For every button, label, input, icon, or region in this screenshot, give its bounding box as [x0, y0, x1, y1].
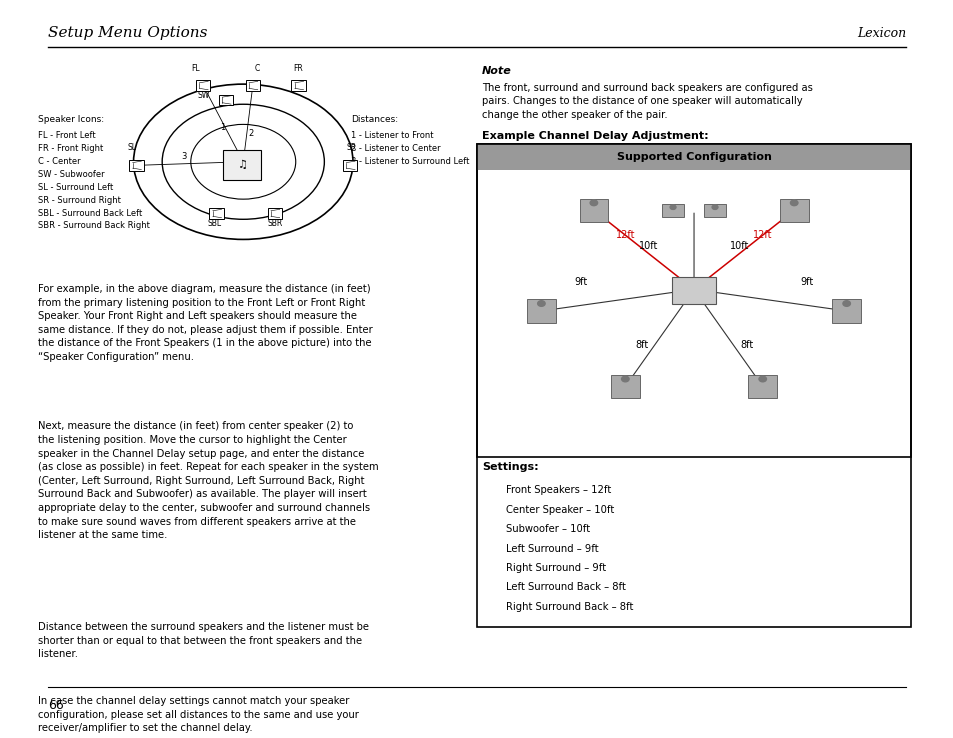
Text: 9ft: 9ft [575, 277, 587, 287]
Text: Note: Note [481, 66, 511, 76]
Text: Center Speaker – 10ft: Center Speaker – 10ft [505, 505, 613, 514]
FancyBboxPatch shape [223, 151, 261, 181]
Circle shape [790, 200, 797, 206]
FancyBboxPatch shape [267, 208, 282, 219]
Text: 1 - Listener to Front: 1 - Listener to Front [351, 131, 433, 140]
Text: FR: FR [294, 63, 303, 72]
Text: 66: 66 [48, 699, 64, 712]
Text: SR: SR [347, 143, 356, 153]
Text: Right Surround – 9ft: Right Surround – 9ft [505, 563, 605, 573]
Text: SBL - Surround Back Left: SBL - Surround Back Left [38, 209, 142, 218]
Text: 1: 1 [219, 123, 225, 132]
Text: 10ft: 10ft [729, 241, 749, 251]
Text: SBL: SBL [208, 219, 221, 228]
Text: SW: SW [197, 91, 209, 100]
Text: Setup Menu Options: Setup Menu Options [48, 26, 207, 40]
FancyBboxPatch shape [779, 199, 808, 222]
FancyBboxPatch shape [218, 94, 233, 106]
Text: Left Surround Back – 8ft: Left Surround Back – 8ft [505, 582, 625, 593]
Text: SW - Subwoofer: SW - Subwoofer [38, 170, 105, 179]
FancyBboxPatch shape [702, 204, 726, 217]
Text: Left Surround – 9ft: Left Surround – 9ft [505, 544, 598, 554]
Text: Speaker Icons:: Speaker Icons: [38, 115, 104, 124]
FancyBboxPatch shape [611, 375, 639, 399]
FancyBboxPatch shape [831, 299, 861, 323]
Text: Distances:: Distances: [351, 115, 397, 124]
Text: 2: 2 [248, 128, 253, 137]
Text: SR - Surround Right: SR - Surround Right [38, 196, 121, 204]
Text: The front, surround and surround back speakers are configured as
pairs. Changes : The front, surround and surround back sp… [481, 83, 812, 120]
Text: FR - Front Right: FR - Front Right [38, 144, 103, 153]
Text: Distance between the surround speakers and the listener must be
shorter than or : Distance between the surround speakers a… [38, 622, 369, 660]
FancyBboxPatch shape [526, 299, 555, 323]
Text: 3: 3 [181, 151, 187, 161]
Text: SL - Surround Left: SL - Surround Left [38, 182, 113, 192]
Text: Right Surround Back – 8ft: Right Surround Back – 8ft [505, 601, 633, 612]
Circle shape [590, 200, 597, 206]
Text: SBR: SBR [267, 219, 282, 228]
FancyBboxPatch shape [747, 375, 776, 399]
Circle shape [669, 205, 676, 210]
Text: Settings:: Settings: [481, 462, 537, 472]
Text: 8ft: 8ft [740, 340, 752, 351]
Text: 10ft: 10ft [638, 241, 658, 251]
FancyBboxPatch shape [130, 160, 143, 170]
FancyBboxPatch shape [291, 80, 305, 91]
Text: In case the channel delay settings cannot match your speaker
configuration, plea: In case the channel delay settings canno… [38, 696, 358, 733]
Text: SBR - Surround Back Right: SBR - Surround Back Right [38, 221, 150, 230]
Circle shape [759, 376, 765, 382]
FancyBboxPatch shape [476, 144, 910, 457]
Text: 9ft: 9ft [800, 277, 812, 287]
FancyBboxPatch shape [476, 144, 910, 170]
Circle shape [842, 300, 849, 306]
FancyBboxPatch shape [209, 208, 223, 219]
FancyBboxPatch shape [246, 80, 259, 91]
Text: C: C [254, 63, 260, 72]
FancyBboxPatch shape [578, 199, 608, 222]
Text: Subwoofer – 10ft: Subwoofer – 10ft [505, 524, 589, 534]
Text: FL - Front Left: FL - Front Left [38, 131, 95, 140]
Text: 2 - Listener to Center: 2 - Listener to Center [351, 144, 440, 153]
FancyBboxPatch shape [343, 160, 356, 170]
Circle shape [621, 376, 628, 382]
Circle shape [537, 300, 544, 306]
Text: Lexicon: Lexicon [857, 27, 905, 40]
Text: 8ft: 8ft [635, 340, 647, 351]
Text: 12ft: 12ft [615, 230, 635, 241]
Text: 3 - Listener to Surround Left: 3 - Listener to Surround Left [351, 156, 469, 166]
FancyBboxPatch shape [661, 204, 683, 217]
Circle shape [711, 205, 718, 210]
Text: FL: FL [191, 63, 200, 72]
FancyBboxPatch shape [671, 277, 715, 305]
Text: SL: SL [127, 143, 136, 153]
Text: ♫: ♫ [238, 160, 248, 170]
Text: Supported Configuration: Supported Configuration [616, 152, 771, 162]
Text: For example, in the above diagram, measure the distance (in feet)
from the prima: For example, in the above diagram, measu… [38, 284, 373, 362]
Text: Next, measure the distance (in feet) from center speaker (2) to
the listening po: Next, measure the distance (in feet) fro… [38, 421, 378, 540]
Text: C - Center: C - Center [38, 156, 81, 166]
Text: Front Speakers – 12ft: Front Speakers – 12ft [505, 486, 610, 495]
FancyBboxPatch shape [196, 80, 210, 91]
Text: 12ft: 12ft [752, 230, 772, 241]
Text: Example Channel Delay Adjustment:: Example Channel Delay Adjustment: [481, 131, 708, 141]
